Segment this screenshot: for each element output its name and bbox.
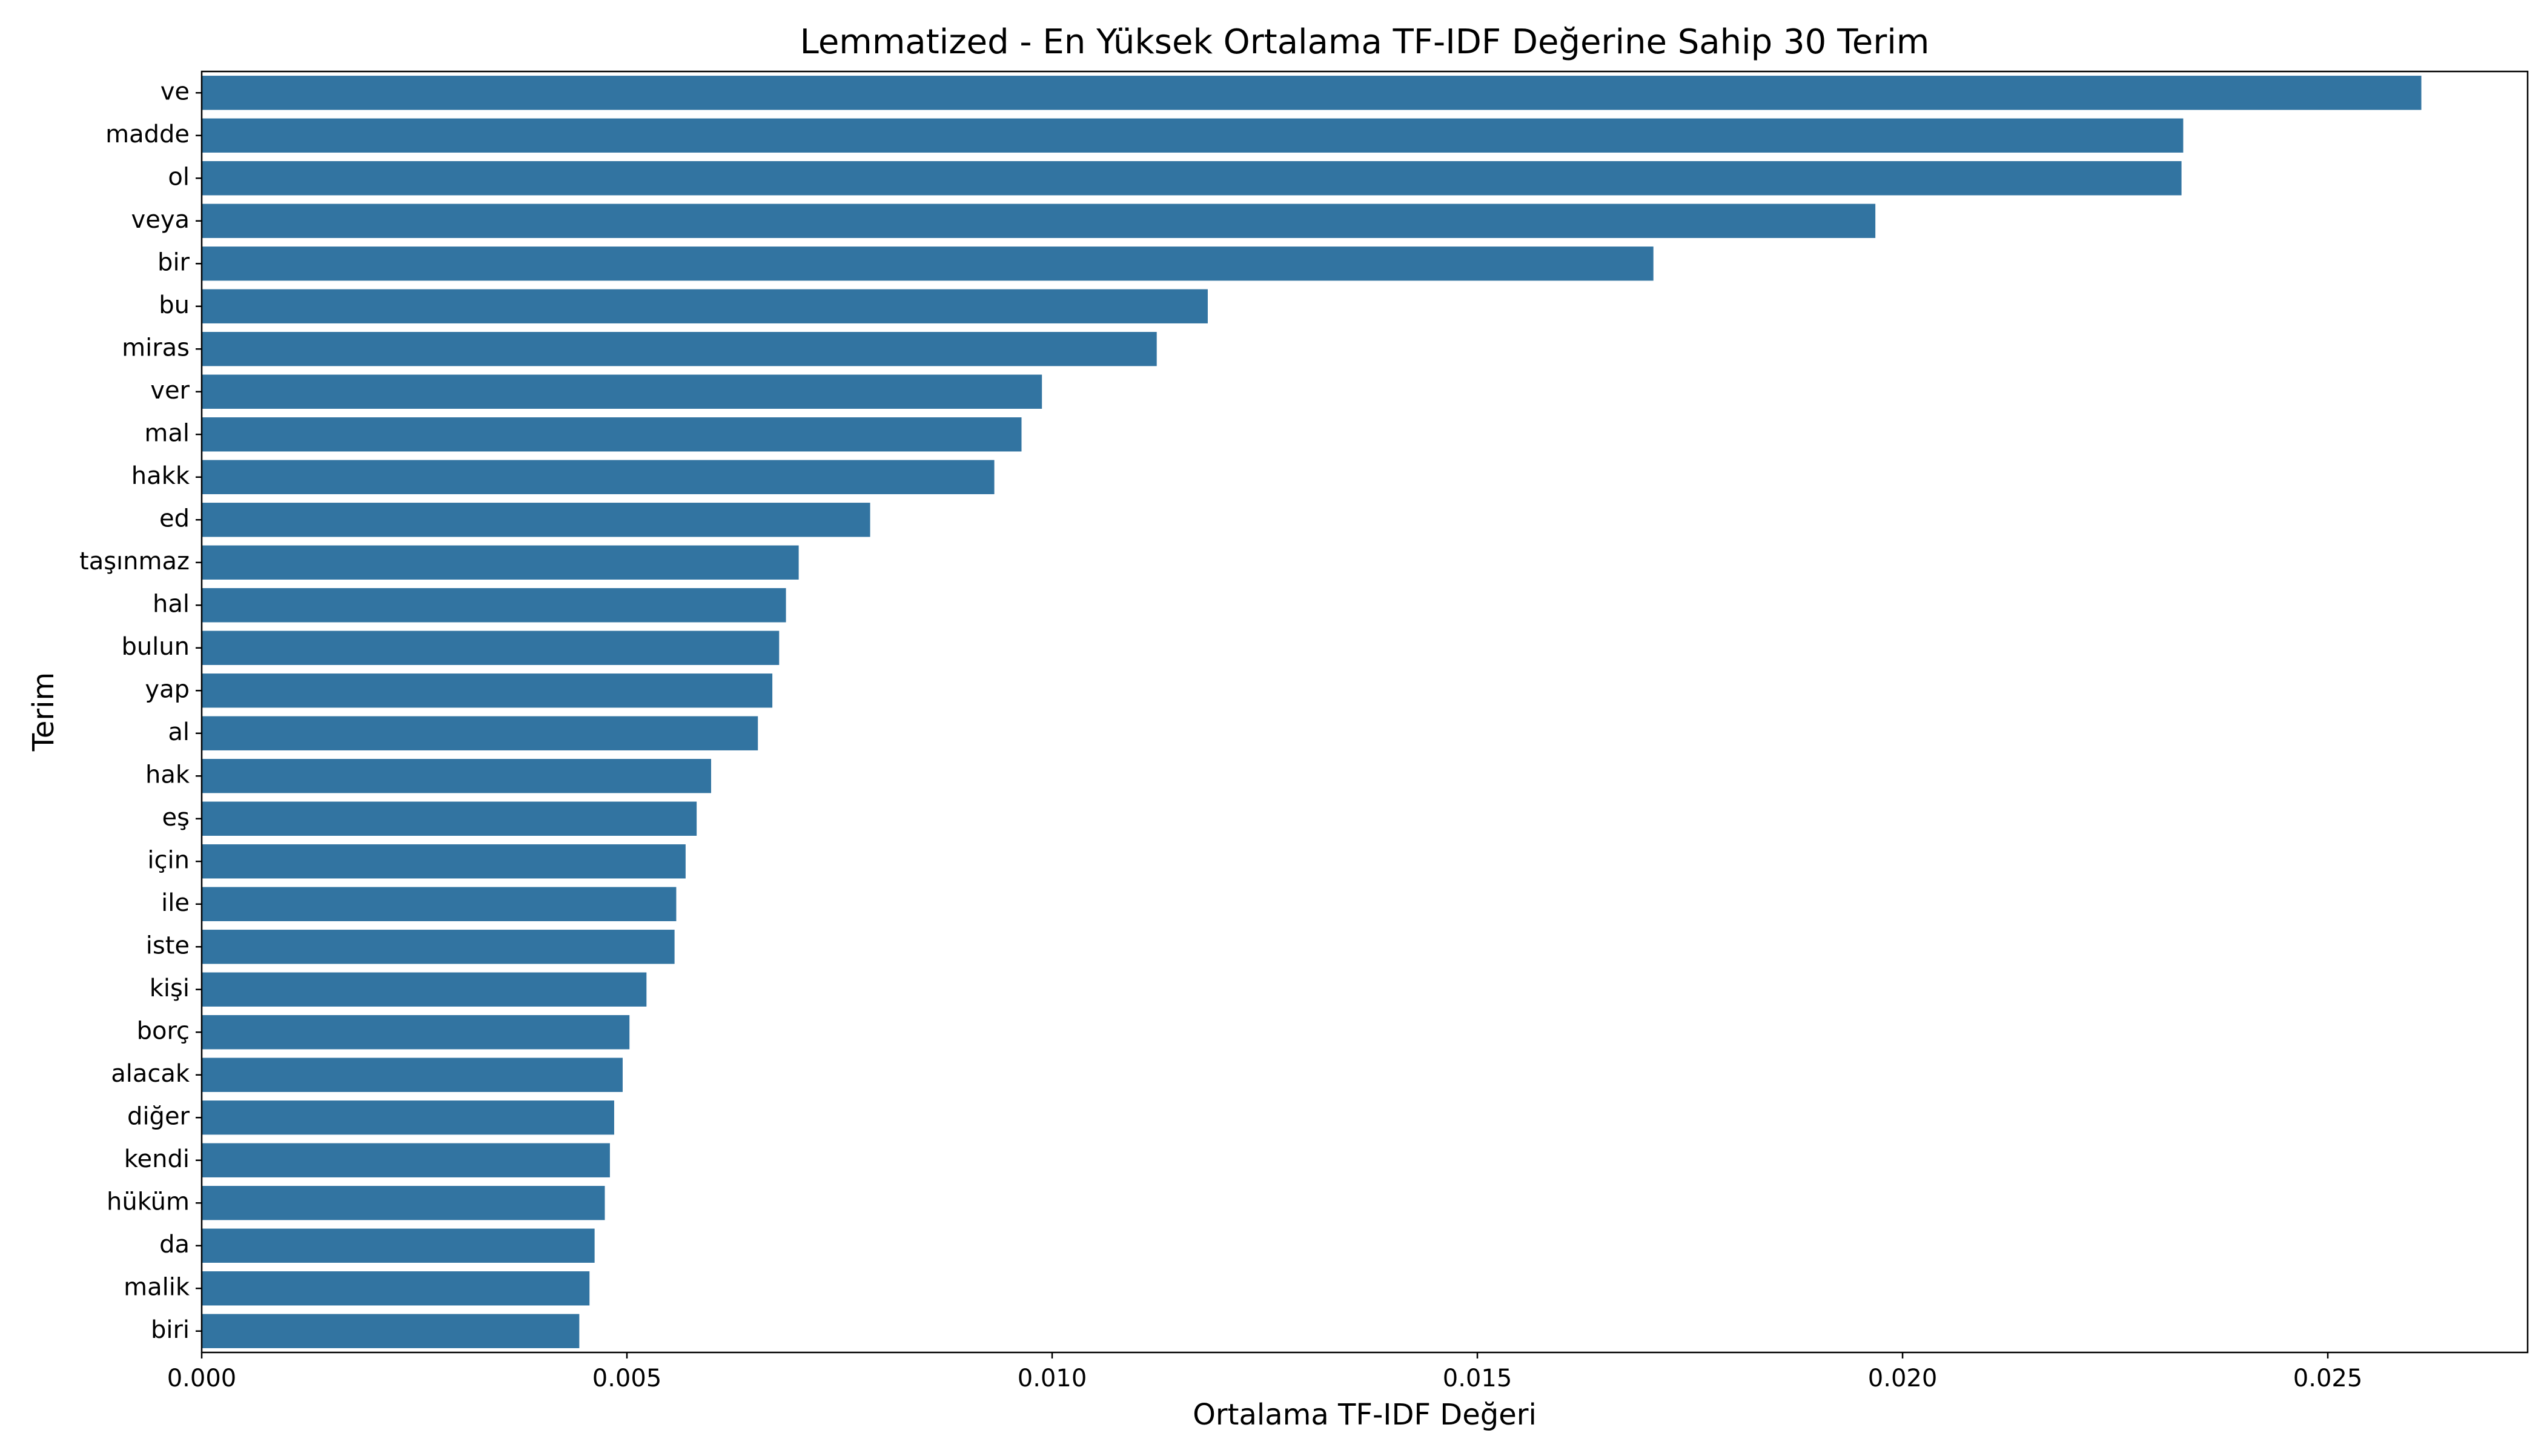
bar-20: [202, 930, 675, 964]
x-tick-label: 0.015: [1443, 1365, 1512, 1392]
x-axis-label: Ortalama TF-IDF Değeri: [1193, 1398, 1537, 1432]
bars-group: [202, 76, 2422, 1348]
y-tick-label: malik: [124, 1273, 190, 1301]
bar-26: [202, 1186, 605, 1220]
bar-2: [202, 161, 2182, 196]
y-tick-label: kişi: [150, 975, 190, 1002]
bar-6: [202, 332, 1157, 366]
x-tick-label: 0.010: [1018, 1365, 1087, 1392]
y-tick-label: hak: [145, 761, 190, 789]
bar-19: [202, 887, 677, 921]
y-tick-label: al: [168, 718, 190, 746]
y-tick-label: ve: [161, 78, 190, 105]
y-tick-label: bu: [159, 291, 190, 319]
y-tick-label: biri: [151, 1316, 190, 1344]
y-tick-label: bulun: [121, 633, 190, 661]
bar-10: [202, 503, 870, 537]
y-tick-label: ile: [161, 889, 190, 917]
bar-14: [202, 673, 773, 708]
y-tick-label: bir: [157, 248, 190, 276]
y-tick-label: yap: [145, 675, 190, 703]
bar-0: [202, 76, 2422, 110]
bar-23: [202, 1057, 623, 1092]
y-tick-label: madde: [105, 121, 190, 148]
y-tick-label: mal: [144, 419, 190, 447]
y-tick-label: hakk: [131, 462, 190, 490]
bar-27: [202, 1228, 595, 1263]
bar-24: [202, 1100, 614, 1135]
y-tick-label: ver: [150, 377, 190, 405]
bar-5: [202, 289, 1208, 323]
plot-frame: [200, 70, 2529, 1354]
bar-7: [202, 374, 1042, 409]
bar-12: [202, 588, 786, 623]
chart-title: Lemmatized - En Yüksek Ortalama TF-IDF D…: [800, 22, 1930, 62]
bar-17: [202, 801, 697, 836]
y-tick-label: taşınmaz: [79, 548, 190, 575]
y-tick-label: ol: [168, 163, 190, 191]
y-tick-label: veya: [131, 206, 190, 234]
y-axis-label: Terim: [27, 672, 61, 752]
bar-3: [202, 204, 1876, 238]
y-tick-label: borç: [137, 1017, 190, 1045]
y-tick-label: miras: [122, 334, 190, 362]
bar-1: [202, 118, 2184, 153]
x-tick-label: 0.000: [167, 1365, 237, 1392]
bar-11: [202, 545, 799, 580]
y-tick-label: hal: [153, 590, 190, 618]
y-tick-label: da: [159, 1231, 190, 1259]
bar-22: [202, 1015, 630, 1050]
bar-13: [202, 630, 780, 665]
y-tick-label: iste: [146, 932, 190, 959]
y-tick-label: alacak: [111, 1060, 190, 1088]
x-tick-label: 0.025: [2293, 1365, 2363, 1392]
bar-29: [202, 1314, 580, 1348]
y-axis-ticks: ve madde ol veya bir bu miras ver mal hakk ed taşın…: [79, 78, 202, 1344]
bar-8: [202, 417, 1022, 452]
y-tick-label: kendi: [124, 1145, 190, 1173]
y-tick-label: için: [147, 846, 190, 874]
y-tick-label: hüküm: [107, 1188, 190, 1216]
y-tick-label: eş: [162, 804, 190, 832]
x-axis-ticks: 0.000 0.005 0.010 0.015 0.020 0.025: [167, 1352, 2363, 1392]
bar-16: [202, 759, 712, 793]
x-tick-label: 0.005: [592, 1365, 662, 1392]
x-tick-label: 0.020: [1868, 1365, 1938, 1392]
y-tick-label: ed: [159, 505, 190, 532]
bar-15: [202, 716, 758, 750]
bar-9: [202, 460, 995, 494]
bar-28: [202, 1271, 590, 1306]
bar-25: [202, 1143, 610, 1177]
y-tick-label: diğer: [127, 1102, 190, 1130]
bar-21: [202, 972, 647, 1007]
bar-4: [202, 247, 1654, 281]
bar-18: [202, 844, 686, 879]
